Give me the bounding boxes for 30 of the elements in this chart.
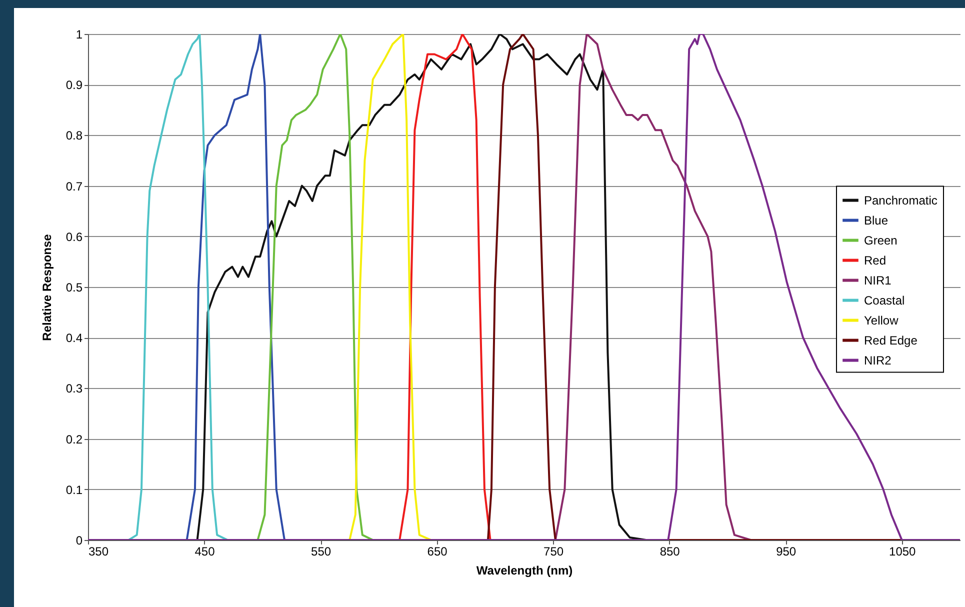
x-tick-label: 750 [544, 544, 564, 558]
legend-label: Red Edge [864, 333, 918, 348]
y-tick-label: 1 [76, 28, 83, 42]
x-tick-label: 550 [311, 544, 332, 558]
y-tick-label: 0.1 [66, 482, 83, 497]
legend-label: Panchromatic [864, 193, 938, 208]
y-tick-label: 0.2 [66, 432, 83, 446]
x-tick-label: 350 [88, 544, 109, 558]
y-tick-label: 0.8 [66, 128, 83, 143]
x-tick-label: 950 [776, 544, 796, 558]
legend-label: Coastal [864, 293, 905, 308]
y-tick-label: 0.3 [66, 382, 83, 396]
legend-label: NIR2 [864, 353, 892, 368]
y-tick-label: 0.5 [66, 280, 83, 294]
legend-label: Red [864, 253, 886, 268]
y-tick-label: 0.4 [66, 331, 83, 346]
y-tick-label: 0.6 [66, 230, 83, 244]
x-axis-title: Wavelength (nm) [476, 564, 573, 578]
x-tick-label: 450 [194, 544, 216, 558]
y-axis-title: Relative Response [40, 234, 54, 341]
legend-label: Blue [864, 213, 888, 228]
x-tick-label: 1050 [889, 544, 916, 558]
y-tick-label: 0 [76, 534, 83, 548]
legend-label: NIR1 [864, 273, 892, 288]
x-tick-label: 850 [660, 544, 680, 558]
y-tick-label: 0.7 [66, 179, 83, 194]
legend-label: Yellow [864, 313, 899, 328]
y-tick-label: 0.9 [66, 78, 83, 92]
x-tick-label: 650 [427, 544, 448, 558]
legend-label: Green [864, 233, 898, 248]
